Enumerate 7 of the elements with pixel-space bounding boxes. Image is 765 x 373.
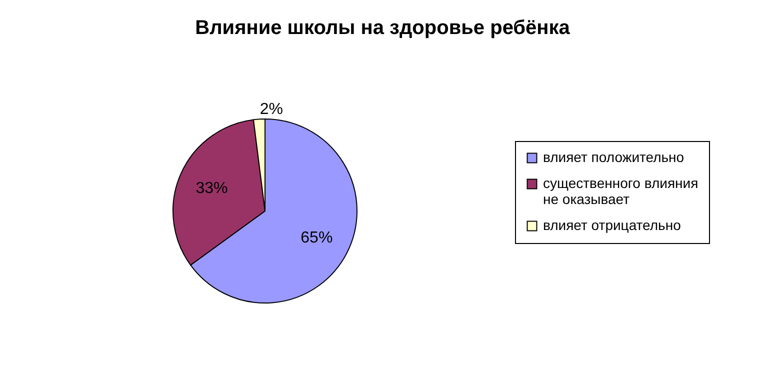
legend-label: влияет положительно	[543, 149, 684, 165]
data-label: 2%	[260, 101, 283, 118]
chart-title: Влияние школы на здоровье ребёнка	[195, 17, 571, 39]
legend-label: влияет отрицательно	[543, 217, 682, 233]
data-label: 65%	[300, 229, 333, 246]
legend-label: существенного влияния не оказывает	[543, 175, 698, 207]
data-label: 33%	[196, 180, 228, 197]
